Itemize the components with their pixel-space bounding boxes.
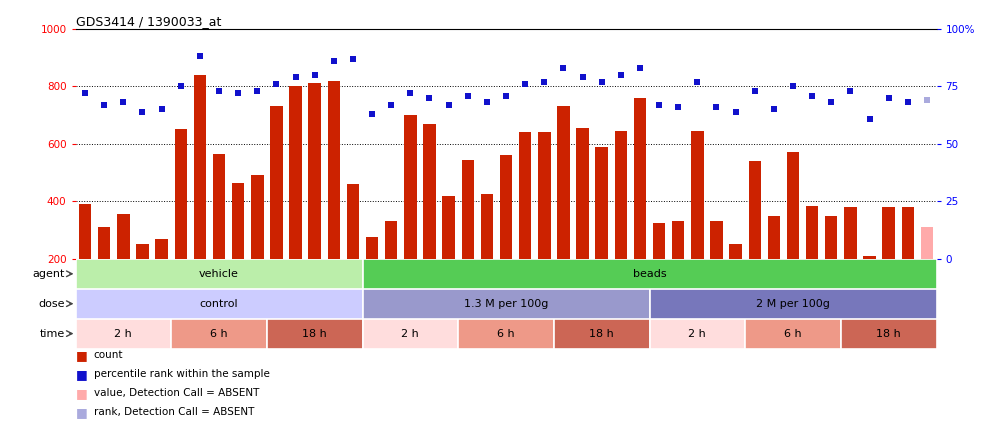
Bar bbox=[76, 289, 363, 319]
Bar bbox=[232, 182, 245, 316]
Text: value, Detection Call = ABSENT: value, Detection Call = ABSENT bbox=[94, 388, 259, 398]
Bar bbox=[327, 81, 340, 316]
Bar bbox=[554, 319, 650, 349]
Bar bbox=[385, 222, 398, 316]
Text: ■: ■ bbox=[76, 387, 88, 400]
Bar bbox=[710, 222, 723, 316]
Bar bbox=[557, 107, 570, 316]
Bar bbox=[404, 115, 417, 316]
Bar bbox=[251, 175, 264, 316]
Bar bbox=[595, 147, 608, 316]
Bar bbox=[806, 206, 819, 316]
Text: rank, Detection Call = ABSENT: rank, Detection Call = ABSENT bbox=[94, 408, 254, 417]
Text: 18 h: 18 h bbox=[302, 329, 327, 339]
Bar bbox=[576, 128, 589, 316]
Bar bbox=[76, 319, 171, 349]
Bar bbox=[79, 204, 92, 316]
Bar bbox=[346, 184, 359, 316]
Bar bbox=[729, 245, 742, 316]
Bar bbox=[901, 207, 914, 316]
Bar bbox=[841, 319, 937, 349]
Bar bbox=[98, 227, 111, 316]
Bar bbox=[212, 154, 226, 316]
Bar bbox=[155, 239, 168, 316]
Bar bbox=[363, 259, 937, 289]
Text: agent: agent bbox=[33, 269, 65, 279]
Text: vehicle: vehicle bbox=[199, 269, 239, 279]
Text: count: count bbox=[94, 350, 123, 360]
Bar bbox=[366, 237, 379, 316]
Bar bbox=[442, 196, 455, 316]
Bar bbox=[289, 86, 302, 316]
Bar bbox=[117, 214, 130, 316]
Text: 6 h: 6 h bbox=[497, 329, 515, 339]
Bar bbox=[633, 98, 646, 316]
Text: ■: ■ bbox=[76, 349, 88, 362]
Text: 2 h: 2 h bbox=[402, 329, 419, 339]
Bar bbox=[767, 216, 780, 316]
Bar bbox=[363, 289, 650, 319]
Text: control: control bbox=[199, 299, 239, 309]
Text: dose: dose bbox=[38, 299, 65, 309]
Bar bbox=[844, 207, 857, 316]
Bar bbox=[363, 319, 458, 349]
Text: 1.3 M per 100g: 1.3 M per 100g bbox=[464, 299, 548, 309]
Text: 6 h: 6 h bbox=[784, 329, 802, 339]
Bar bbox=[882, 207, 895, 316]
Bar bbox=[672, 222, 685, 316]
Bar bbox=[538, 132, 551, 316]
Text: time: time bbox=[40, 329, 65, 339]
Bar bbox=[786, 152, 800, 316]
Bar bbox=[650, 289, 937, 319]
Bar bbox=[614, 131, 627, 316]
Bar bbox=[748, 161, 761, 316]
Bar bbox=[691, 131, 704, 316]
Bar bbox=[308, 83, 321, 316]
Text: ■: ■ bbox=[76, 406, 88, 419]
Bar bbox=[193, 75, 206, 316]
Bar bbox=[650, 319, 745, 349]
Text: 6 h: 6 h bbox=[210, 329, 228, 339]
Bar bbox=[171, 319, 267, 349]
Bar bbox=[825, 216, 838, 316]
Text: 2 h: 2 h bbox=[689, 329, 706, 339]
Bar bbox=[480, 194, 493, 316]
Text: beads: beads bbox=[632, 269, 667, 279]
Text: percentile rank within the sample: percentile rank within the sample bbox=[94, 369, 270, 379]
Bar bbox=[423, 124, 436, 316]
Bar bbox=[863, 256, 876, 316]
Text: 18 h: 18 h bbox=[589, 329, 614, 339]
Bar bbox=[136, 245, 149, 316]
Bar bbox=[499, 155, 513, 316]
Bar bbox=[270, 107, 283, 316]
Bar bbox=[458, 319, 554, 349]
Bar bbox=[519, 132, 532, 316]
Text: 18 h: 18 h bbox=[876, 329, 901, 339]
Bar bbox=[653, 223, 666, 316]
Bar bbox=[920, 227, 933, 316]
Bar bbox=[461, 160, 474, 316]
Text: ■: ■ bbox=[76, 368, 88, 381]
Bar bbox=[76, 259, 363, 289]
Text: 2 M per 100g: 2 M per 100g bbox=[756, 299, 830, 309]
Text: 2 h: 2 h bbox=[115, 329, 132, 339]
Bar bbox=[745, 319, 841, 349]
Bar bbox=[174, 130, 187, 316]
Bar bbox=[267, 319, 363, 349]
Text: GDS3414 / 1390033_at: GDS3414 / 1390033_at bbox=[76, 15, 221, 28]
